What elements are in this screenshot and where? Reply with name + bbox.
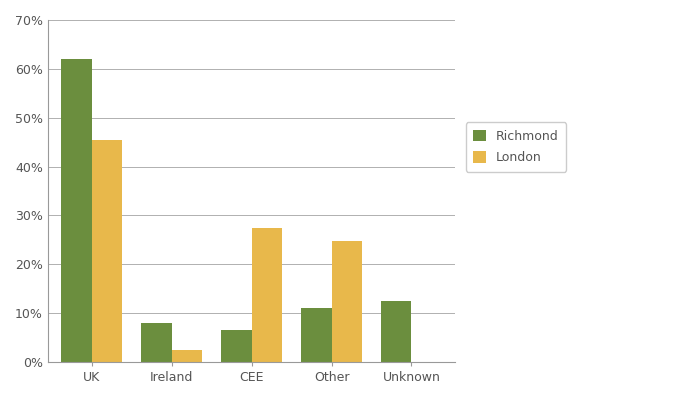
Bar bbox=[92, 140, 122, 362]
Bar bbox=[141, 323, 172, 362]
Bar bbox=[301, 308, 332, 362]
Bar bbox=[62, 59, 92, 362]
Bar bbox=[332, 241, 362, 362]
Legend: Richmond, London: Richmond, London bbox=[466, 122, 566, 172]
Bar bbox=[221, 330, 251, 362]
Bar bbox=[381, 301, 412, 362]
Bar bbox=[172, 350, 202, 362]
Bar bbox=[251, 227, 282, 362]
